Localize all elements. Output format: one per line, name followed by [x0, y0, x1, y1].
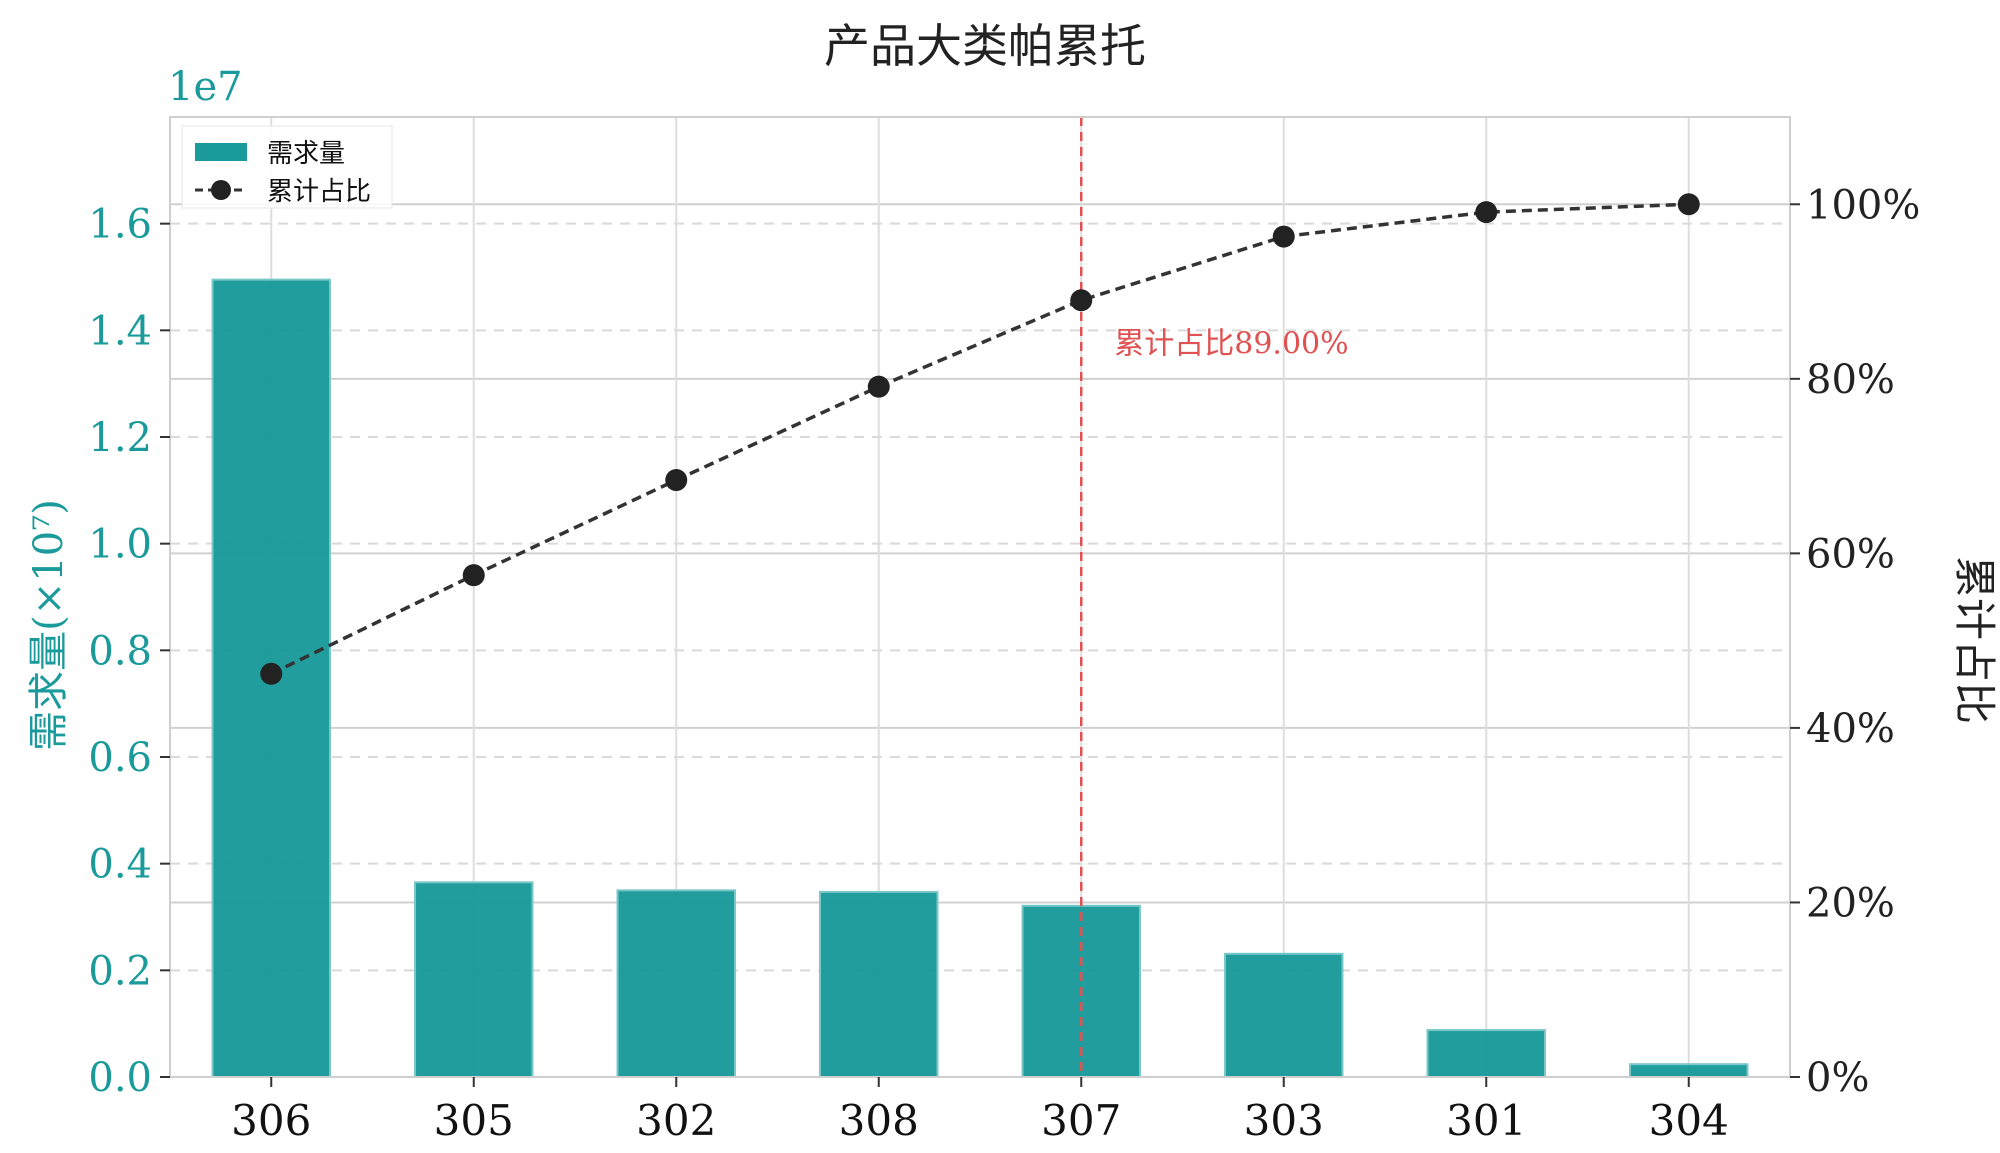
- cumulative-line: [270, 202, 1689, 676]
- right-tick-label: 0%: [1806, 1055, 1869, 1101]
- plot-frame: [169, 116, 1791, 1078]
- bar-303: [1224, 952, 1344, 1078]
- x-axis-ticks: 306 305 302 308 307 303 301 304: [231, 1077, 1729, 1145]
- x-tick-label: 304: [1649, 1096, 1729, 1145]
- left-tick-label: 0.0: [88, 1055, 152, 1101]
- x-tick-label: 305: [434, 1096, 514, 1145]
- legend: 需求量 累计占比: [181, 125, 393, 209]
- cumulative-point-304: [1677, 193, 1700, 216]
- chart-title: 产品大类帕累托: [824, 19, 1146, 73]
- cumulative-point-305: [462, 564, 485, 587]
- x-tick-label: 307: [1041, 1096, 1121, 1145]
- left-axis-offset-text: 1e7: [168, 64, 243, 110]
- right-tick-label: 60%: [1806, 531, 1895, 577]
- left-tick-label: 1.2: [88, 415, 152, 461]
- cumulative-point-301: [1475, 201, 1498, 224]
- right-tick-label: 100%: [1806, 182, 1920, 228]
- left-tick-label: 1.6: [88, 202, 152, 248]
- reference-line-group: 累计占比89.00%: [1080, 117, 1349, 1077]
- legend-label-line: 累计占比: [267, 177, 371, 207]
- right-axis-label: 累计占比: [1950, 556, 1999, 724]
- x-tick-label: 308: [839, 1096, 919, 1145]
- bar-305: [414, 881, 534, 1078]
- reference-label: 累计占比89.00%: [1114, 326, 1348, 361]
- right-tick-label: 80%: [1806, 357, 1895, 403]
- left-tick-label: 1.4: [88, 308, 152, 354]
- right-tick-label: 20%: [1806, 880, 1895, 926]
- cumulative-line-group: [260, 193, 1700, 685]
- legend-bar-swatch: [195, 143, 247, 161]
- x-tick-label: 301: [1446, 1096, 1526, 1145]
- left-tick-label: 0.6: [88, 735, 152, 781]
- legend-marker-swatch: [211, 180, 231, 200]
- left-tick-label: 0.4: [88, 842, 152, 888]
- left-axis-ticks: 0.0 0.2 0.4 0.6 0.8 1.0 1.2 1.4 1.6: [88, 202, 170, 1101]
- right-tick-label: 40%: [1806, 706, 1895, 752]
- x-tick-label: 306: [231, 1096, 311, 1145]
- cumulative-point-302: [665, 469, 688, 492]
- right-axis-ticks: 0% 20% 40% 60% 80% 100%: [1790, 182, 1920, 1101]
- bar-302: [616, 889, 736, 1078]
- bar-301: [1426, 1029, 1546, 1078]
- left-tick-label: 1.0: [88, 522, 152, 568]
- bars: [211, 278, 1749, 1079]
- cumulative-point-307: [1070, 289, 1093, 312]
- bar-308: [819, 890, 939, 1079]
- cumulative-point-308: [867, 375, 890, 398]
- left-axis-label: 需求量(×10⁷): [26, 499, 72, 751]
- cumulative-point-303: [1272, 225, 1295, 248]
- bar-304: [1629, 1063, 1749, 1078]
- x-tick-label: 302: [636, 1096, 716, 1145]
- left-tick-label: 0.2: [88, 948, 152, 994]
- x-tick-label: 303: [1244, 1096, 1324, 1145]
- legend-label-bars: 需求量: [267, 139, 345, 169]
- cumulative-point-306: [260, 662, 283, 685]
- left-tick-label: 0.8: [88, 628, 152, 674]
